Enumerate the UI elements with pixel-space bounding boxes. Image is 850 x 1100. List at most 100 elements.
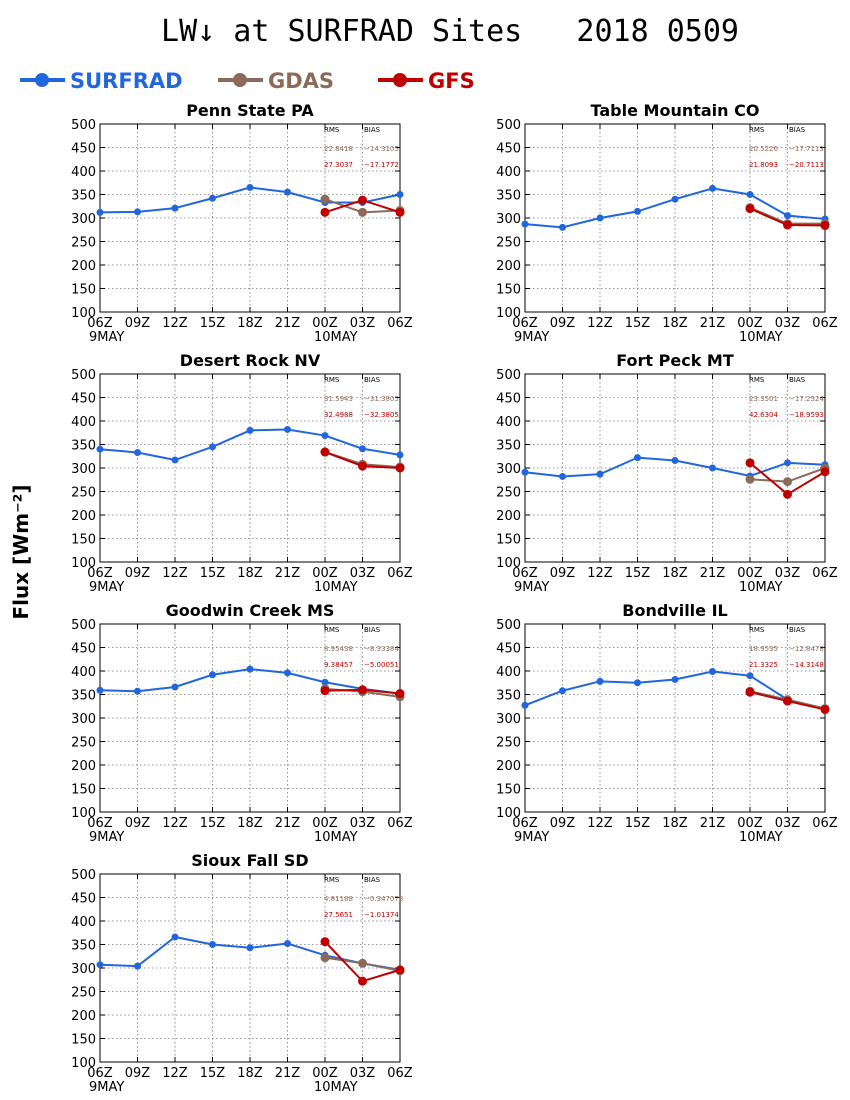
x-date-label: 9MAY <box>89 830 124 845</box>
x-tick-label: 06Z <box>87 1066 113 1081</box>
stats-bias-header: BIAS <box>364 376 381 384</box>
panel-title: Bondville IL <box>622 601 727 620</box>
data-point-surfrad <box>284 669 291 677</box>
panel-title: Goodwin Creek MS <box>166 601 335 620</box>
y-tick-label: 450 <box>71 642 96 657</box>
data-point-surfrad <box>246 944 254 952</box>
legend-marker-surfrad <box>35 73 49 87</box>
data-point-surfrad <box>209 443 216 451</box>
x-tick-label: 03Z <box>350 816 376 831</box>
data-point-surfrad <box>96 961 104 969</box>
stats-gfs-rms: 27.5651 <box>324 911 353 919</box>
stats-rms-header: RMS <box>324 626 340 634</box>
y-tick-label: 400 <box>71 665 96 680</box>
data-point-gfs <box>395 965 405 975</box>
panel-7: Sioux Fall SD 100 150 200 250 300 350 400 450 500… <box>71 851 413 1095</box>
x-date-label: 9MAY <box>514 330 549 345</box>
x-tick-label: 21Z <box>275 1066 301 1081</box>
data-point-gfs <box>395 207 405 217</box>
data-point-gfs <box>820 221 830 231</box>
panels: Penn State PA 100 150 200 250 300 350 400 450 500… <box>71 101 838 1095</box>
y-tick-label: 450 <box>496 142 521 157</box>
data-point-gfs <box>783 489 792 499</box>
data-point-surfrad <box>96 686 104 694</box>
y-tick-label: 150 <box>496 533 521 548</box>
data-point-surfrad <box>209 671 216 679</box>
y-tick-label: 300 <box>71 962 96 977</box>
y-tick-label: 100 <box>496 556 521 571</box>
x-date-label: 9MAY <box>89 1080 124 1095</box>
data-point-surfrad <box>521 701 529 709</box>
x-tick-label: 03Z <box>350 316 376 331</box>
x-tick-label: 18Z <box>662 816 688 831</box>
data-point-surfrad <box>521 468 529 476</box>
legend-label-surfrad: SURFRAD <box>70 69 183 93</box>
y-tick-label: 200 <box>496 759 521 774</box>
stats-rms-header: RMS <box>324 876 340 884</box>
data-point-gfs <box>820 705 830 715</box>
data-point-surfrad <box>284 940 291 948</box>
stats-gfs-rms: 21.8093 <box>749 161 778 169</box>
x-tick-label: 03Z <box>775 316 801 331</box>
x-tick-label: 06Z <box>87 316 113 331</box>
data-point-surfrad <box>321 432 329 440</box>
y-tick-label: 350 <box>71 689 96 704</box>
y-tick-label: 400 <box>71 415 96 430</box>
x-tick-label: 00Z <box>312 566 338 581</box>
y-tick-label: 500 <box>496 118 521 133</box>
stats-bias-header: BIAS <box>364 626 381 634</box>
x-date-label: 10MAY <box>739 330 783 345</box>
x-tick-label: 00Z <box>737 816 763 831</box>
y-tick-label: 250 <box>496 736 521 751</box>
data-point-surfrad <box>709 667 716 675</box>
data-point-surfrad <box>671 675 679 683</box>
stats-gdas-rms: 4.81188 <box>324 895 353 903</box>
x-tick-label: 06Z <box>812 566 838 581</box>
x-tick-label: 21Z <box>700 816 726 831</box>
y-tick-label: 250 <box>71 986 96 1001</box>
data-point-surfrad <box>396 191 404 198</box>
x-tick-label: 03Z <box>350 1066 376 1081</box>
data-point-surfrad <box>134 687 141 695</box>
data-point-surfrad <box>596 214 604 222</box>
data-point-gfs <box>745 458 755 468</box>
y-tick-label: 350 <box>496 439 521 454</box>
data-point-surfrad <box>709 184 716 192</box>
x-tick-label: 06Z <box>87 816 113 831</box>
stats-gfs-rms: 21.3325 <box>749 661 778 669</box>
y-tick-label: 250 <box>496 236 521 251</box>
stats-rms-header: RMS <box>749 626 765 634</box>
x-tick-label: 15Z <box>625 816 651 831</box>
y-tick-label: 250 <box>496 486 521 501</box>
x-tick-label: 06Z <box>812 316 838 331</box>
data-point-surfrad <box>246 183 254 191</box>
y-tick-label: 300 <box>496 712 521 727</box>
x-tick-label: 12Z <box>587 316 613 331</box>
data-point-surfrad <box>134 208 141 216</box>
stats-gfs-bias: −1.01374 <box>364 911 399 919</box>
data-point-gfs <box>745 204 755 214</box>
y-tick-label: 250 <box>71 736 96 751</box>
data-point-surfrad <box>596 470 604 478</box>
panel-title: Desert Rock NV <box>180 351 321 370</box>
stats-gdas-rms: 20.5226 <box>749 145 778 153</box>
stats-rms-header: RMS <box>749 376 765 384</box>
x-tick-label: 21Z <box>275 566 301 581</box>
y-axis-label: Flux [Wm⁻²] <box>9 484 33 619</box>
stats-gdas-bias: −17.7113 <box>789 145 824 153</box>
stats-gdas-rms: 22.8418 <box>324 145 353 153</box>
x-date-label: 9MAY <box>89 580 124 595</box>
x-tick-label: 09Z <box>550 566 576 581</box>
data-point-surfrad <box>671 195 679 203</box>
y-tick-label: 200 <box>71 509 96 524</box>
stats-gfs-rms: 32.4988 <box>324 411 353 419</box>
y-tick-label: 200 <box>71 259 96 274</box>
data-point-gfs <box>320 207 330 217</box>
y-tick-label: 100 <box>71 1056 96 1071</box>
x-tick-label: 00Z <box>737 316 763 331</box>
panel-title: Penn State PA <box>186 101 314 120</box>
stats-rms-header: RMS <box>324 126 340 134</box>
x-tick-label: 09Z <box>125 1066 151 1081</box>
stats-bias-header: BIAS <box>789 376 806 384</box>
x-tick-label: 06Z <box>812 816 838 831</box>
